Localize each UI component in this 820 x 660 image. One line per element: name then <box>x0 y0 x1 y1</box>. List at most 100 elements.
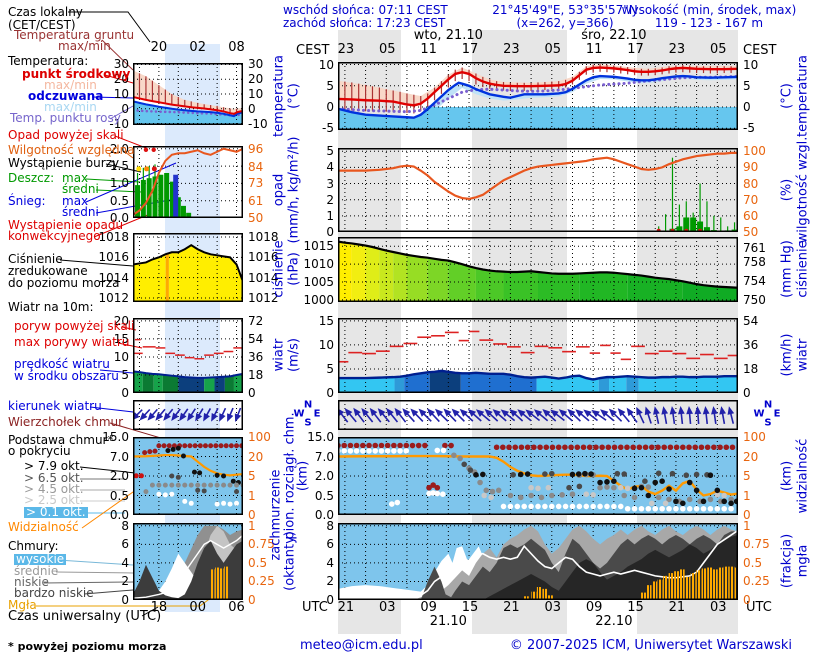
x-tick-cest: 23 <box>337 42 355 57</box>
y-tick-right: 54 <box>743 313 759 328</box>
y-tick-right: 70 <box>743 192 759 207</box>
y-tick-right: 1012 <box>248 290 279 305</box>
panel-wind <box>338 318 738 393</box>
x-tick-utc: 09 <box>585 600 603 615</box>
y-tick-left: 1 <box>326 208 334 223</box>
y-tick-left: 1015 <box>303 239 334 254</box>
y-tick-left: 5 <box>326 361 334 376</box>
y-tick-right: 100 <box>743 144 766 159</box>
y-tick-left: 0 <box>121 593 129 607</box>
legend-item: konwekcyjnego <box>8 229 101 243</box>
y-tick-left: 0 <box>326 386 334 400</box>
x-tick-cest: 05 <box>710 42 727 57</box>
y-tick-right: 1 <box>743 518 751 533</box>
sunrise-label: wschód słońca: 07:11 CEST zachód słońca: … <box>283 3 448 30</box>
y-tick-right: 758 <box>743 255 766 270</box>
panel-mcover <box>133 523 243 600</box>
y-tick-left: 10 <box>318 337 334 352</box>
y-tick-right: 0 <box>743 508 751 522</box>
legend-item: Wiatr na 10m: <box>8 300 94 314</box>
y-tick-left: 0 <box>121 101 129 116</box>
y-tick-right: 100 <box>248 430 271 444</box>
y-tick-left: 10 <box>113 349 129 364</box>
y-tick-right: 100 <box>743 430 766 444</box>
local-time-label: Czas lokalny (CET/CEST) <box>8 5 83 32</box>
y-tick-right: 36 <box>743 337 759 352</box>
footnote: * powyżej poziomu morza <box>8 640 167 653</box>
legend-item: Chmury: <box>8 539 59 553</box>
y-tick-left: 2 <box>326 192 334 207</box>
axis-title: wiatr <box>271 338 287 372</box>
altitude-label: wysokość (min, środek, max) 119 - 123 - 1… <box>621 3 797 30</box>
y-tick-right: -10 <box>248 116 268 131</box>
legend-item: prędkość wiatru <box>14 357 110 371</box>
legend-item: zredukowane <box>8 264 88 278</box>
x-tick-cest: 11 <box>585 42 603 57</box>
y-tick-right: 10 <box>248 87 264 101</box>
y-tick-right: 36 <box>248 349 264 364</box>
y-tick-left: 4 <box>121 555 129 570</box>
x-tick-cest: 05 <box>544 42 562 57</box>
y-tick-left: 4 <box>326 160 334 175</box>
x-tick-utc: 21 <box>503 600 520 615</box>
axis-title: (km/h) <box>779 333 795 377</box>
y-tick-right: 0 <box>743 593 751 607</box>
y-tick-left: 1.0 <box>109 176 129 191</box>
legend-item: do poziomu morza <box>8 276 120 290</box>
y-tick-left: 1012 <box>98 290 129 305</box>
y-tick-right: 0.5 <box>248 555 268 570</box>
legend-item: max/min <box>44 100 97 114</box>
y-tick-left: 15.0 <box>307 430 334 444</box>
y-tick-left: 15 <box>113 331 129 346</box>
legend-item: Podstawa chmur* <box>8 433 114 447</box>
x-tick-cest: 17 <box>461 42 479 57</box>
y-tick-right: 5 <box>248 469 256 483</box>
x-tick-cest: 23 <box>668 42 686 57</box>
y-tick-right: 5 <box>743 78 751 93</box>
contact-email[interactable]: meteo@icm.edu.pl <box>300 638 423 653</box>
legend-item: > 7.9 okt. <box>24 459 84 473</box>
axis-title: wilgotność wzgl. <box>795 136 811 244</box>
day-label: wto, 21.10 <box>413 28 483 43</box>
y-tick-left: 2 <box>121 574 129 589</box>
axis-title: (%) <box>779 178 795 202</box>
y-tick-right: 20 <box>248 72 264 87</box>
legend-item: bardzo niskie <box>14 586 94 600</box>
cest-label-top-right: CEST <box>743 43 777 58</box>
panel-mpress <box>133 233 243 302</box>
utc-label-bottom-right: UTC <box>746 600 772 615</box>
axis-title: mgła <box>795 544 811 578</box>
panel-mprecip <box>133 146 243 218</box>
legend-item: Opad powyżej skali <box>8 128 124 142</box>
panel-mtemp <box>133 63 243 125</box>
y-tick-left: 5 <box>326 144 334 159</box>
axis-title: (km) <box>779 460 795 492</box>
legend-item: Temp. punktu rosy <box>10 111 121 125</box>
legend-item: o pokryciu <box>8 444 71 458</box>
legend-item: Wystąpienie opadu <box>8 218 124 232</box>
y-tick-right: 0.25 <box>248 574 275 589</box>
y-tick-left: 2.0 <box>109 141 129 156</box>
y-tick-right: 20 <box>743 449 759 464</box>
y-tick-left: 0 <box>326 593 334 607</box>
axis-title: (°C) <box>779 83 795 109</box>
y-tick-right: 96 <box>248 141 264 156</box>
date-label: 22.10 <box>595 614 633 629</box>
mini-x-tick-local: 02 <box>189 40 206 55</box>
x-tick-utc: 15 <box>627 600 644 615</box>
y-tick-left: 1016 <box>98 250 129 265</box>
y-tick-right: 10 <box>743 57 759 72</box>
y-tick-right: 1014 <box>248 270 279 285</box>
axis-title: opad <box>271 173 287 207</box>
y-tick-left: 0 <box>326 100 334 115</box>
y-tick-left: 15 <box>318 313 334 328</box>
axis-title: (mm/h, kg/m²/h) <box>286 136 302 244</box>
y-tick-left: 4 <box>326 555 334 570</box>
utc-label-bottom-left: UTC <box>302 600 328 615</box>
legend-item: > 6.5 okt. <box>24 471 84 485</box>
legend-item: max/min <box>58 39 111 53</box>
x-tick-cest: 05 <box>378 42 396 57</box>
y-tick-right: 18 <box>743 361 759 376</box>
x-tick-utc: 03 <box>378 600 396 615</box>
y-tick-right: 0 <box>248 508 256 522</box>
